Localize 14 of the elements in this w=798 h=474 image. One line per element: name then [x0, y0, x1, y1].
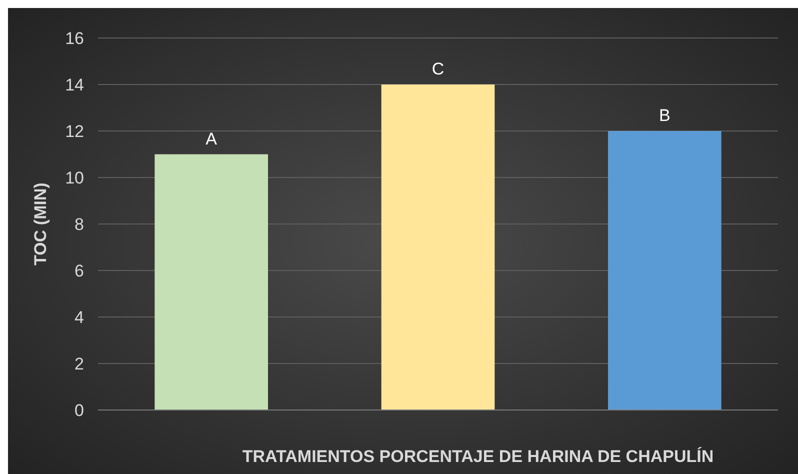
y-tick-label: 4	[74, 308, 84, 327]
data-label: A	[206, 129, 218, 148]
y-tick-label: 0	[74, 400, 84, 420]
y-tick-label: 6	[74, 261, 84, 280]
x-axis-title: TRATAMIENTOS PORCENTAJE DE HARINA DE CHAPULÍN	[242, 446, 714, 466]
y-tick-label: 2	[74, 354, 84, 374]
data-label: C	[432, 60, 444, 78]
y-tick-label: 10	[65, 168, 84, 188]
y-axis-title: TOC (MIN)	[31, 182, 50, 266]
y-tick-label: 16	[65, 28, 84, 48]
y-tick-label: 14	[65, 75, 84, 94]
data-label: B	[658, 106, 670, 125]
y-tick-label: 8	[74, 214, 84, 234]
y-tick-label: 12	[65, 122, 84, 141]
